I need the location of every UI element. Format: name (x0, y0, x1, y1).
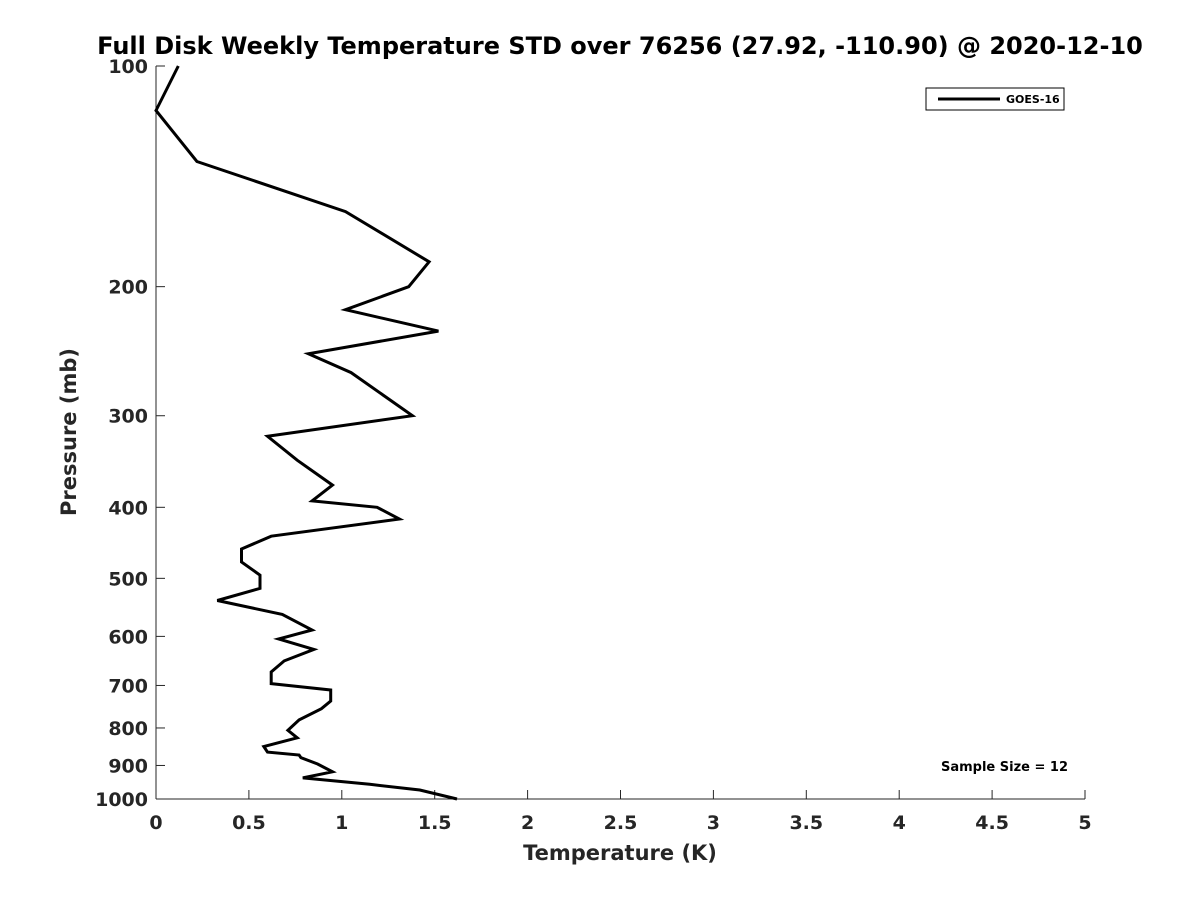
x-tick-label: 0.5 (232, 812, 266, 834)
x-tick-label: 3.5 (789, 812, 823, 834)
legend-entry-label: GOES-16 (1006, 93, 1060, 106)
x-tick-label: 1.5 (418, 812, 452, 834)
series-line-goes-16 (156, 66, 457, 799)
y-tick-label: 600 (108, 626, 148, 648)
x-tick-label: 5 (1078, 812, 1091, 834)
y-tick-label: 700 (108, 675, 148, 697)
x-tick-label: 0 (149, 812, 162, 834)
y-tick-label: 500 (108, 568, 148, 590)
y-tick-label: 900 (108, 755, 148, 777)
y-axis-label: Pressure (mb) (57, 348, 81, 516)
x-tick-label: 1 (335, 812, 348, 834)
y-tick-label: 400 (108, 497, 148, 519)
plot-area: 0 0.5 1 1.5 2 2.5 3 3.5 4 4.5 5 100 200 300 400 500 600 7… (95, 56, 1092, 834)
x-tick-label: 3 (707, 812, 720, 834)
y-tick-label: 100 (108, 56, 148, 78)
x-tick-label: 4.5 (975, 812, 1009, 834)
y-tick-label: 800 (108, 718, 148, 740)
legend: GOES-16 (926, 88, 1064, 110)
chart-title: Full Disk Weekly Temperature STD over 76… (97, 32, 1143, 60)
x-axis-label: Temperature (K) (523, 841, 717, 865)
y-tick-label: 300 (108, 406, 148, 428)
y-tick-label: 200 (108, 277, 148, 299)
y-tick-label: 1000 (95, 789, 148, 811)
x-tick-label: 2 (521, 812, 534, 834)
x-tick-label: 4 (893, 812, 906, 834)
sample-size-annotation: Sample Size = 12 (941, 760, 1068, 775)
x-tick-label: 2.5 (604, 812, 638, 834)
